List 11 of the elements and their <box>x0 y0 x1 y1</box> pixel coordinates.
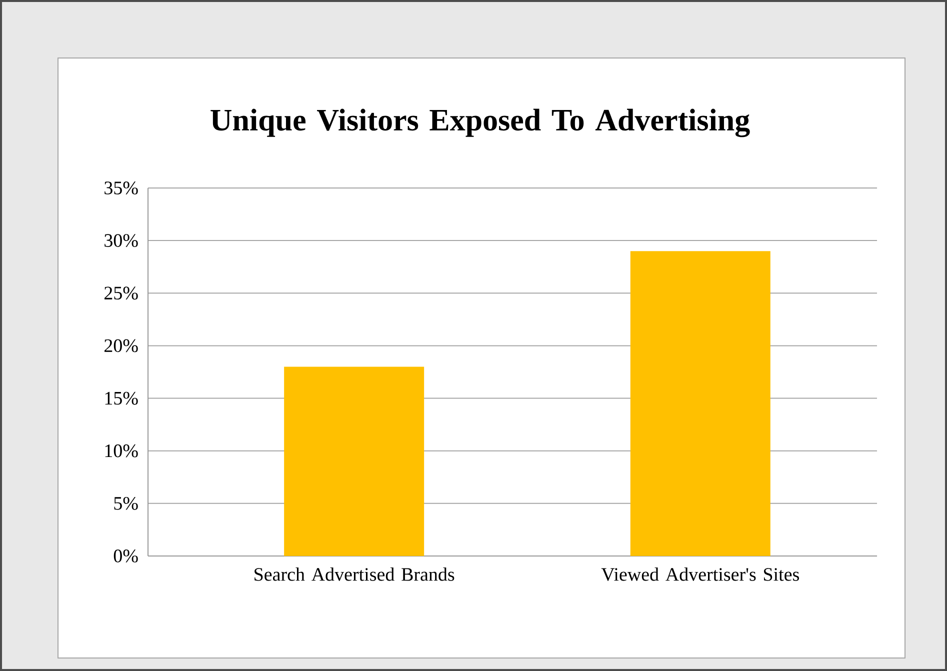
y-tick-label: 20% <box>104 339 138 352</box>
y-tick-label: 30% <box>104 234 138 247</box>
y-tick-label: 25% <box>104 286 138 300</box>
x-tick-label: Viewed Advertiser's Sites <box>601 568 799 581</box>
y-tick-label: 0% <box>114 550 138 562</box>
y-tick-label: 10% <box>105 444 138 458</box>
x-tick-label: Search Advertised Brands <box>254 568 454 581</box>
y-tick-label: 5% <box>114 496 138 510</box>
y-tick-label: 35% <box>104 182 138 194</box>
y-tick-label: 15% <box>105 392 138 405</box>
chart-title: Unique Visitors Exposed To Advertising <box>210 108 750 138</box>
